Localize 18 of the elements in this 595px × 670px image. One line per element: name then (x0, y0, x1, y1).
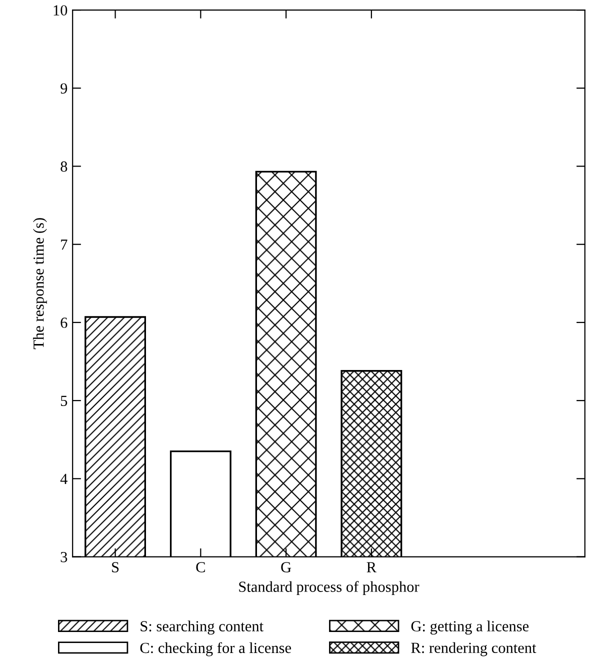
x-tick-label: S (112, 562, 119, 572)
legend-label: R: rendering content (411, 642, 536, 656)
x-tick-label: G (281, 562, 292, 572)
y-tick-label: 8 (60, 161, 68, 172)
legend-label: S: searching content (140, 620, 264, 635)
x-tick-label: C (196, 562, 205, 572)
legend-label: G: getting a license (411, 620, 529, 635)
y-tick-label: 9 (60, 83, 68, 94)
y-tick-label: 3 (60, 552, 68, 562)
y-tick-label: 4 (60, 474, 68, 484)
y-tick-label: 7 (61, 240, 68, 250)
x-axis-title: Standard process of phosphor (239, 581, 420, 596)
y-axis-title: The response time (s) (33, 218, 47, 350)
legend-label: C: checking for a license (140, 642, 292, 656)
y-tick-label: 5 (60, 396, 68, 406)
y-tick-label: 10 (54, 5, 68, 16)
x-tick-label: R (366, 562, 376, 572)
y-tick-label: 6 (60, 318, 68, 328)
